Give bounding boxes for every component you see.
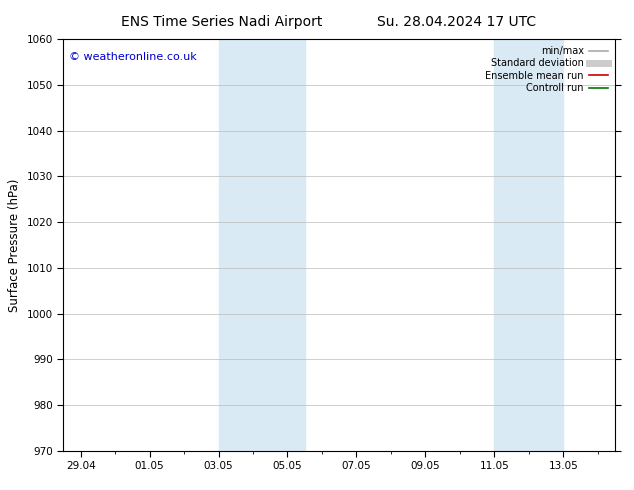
Text: Su. 28.04.2024 17 UTC: Su. 28.04.2024 17 UTC <box>377 15 536 29</box>
Bar <box>219 39 305 451</box>
Y-axis label: Surface Pressure (hPa): Surface Pressure (hPa) <box>8 178 21 312</box>
Bar <box>495 39 563 451</box>
Legend: min/max, Standard deviation, Ensemble mean run, Controll run: min/max, Standard deviation, Ensemble me… <box>483 44 610 95</box>
Text: ENS Time Series Nadi Airport: ENS Time Series Nadi Airport <box>121 15 323 29</box>
Text: © weatheronline.co.uk: © weatheronline.co.uk <box>69 51 197 62</box>
